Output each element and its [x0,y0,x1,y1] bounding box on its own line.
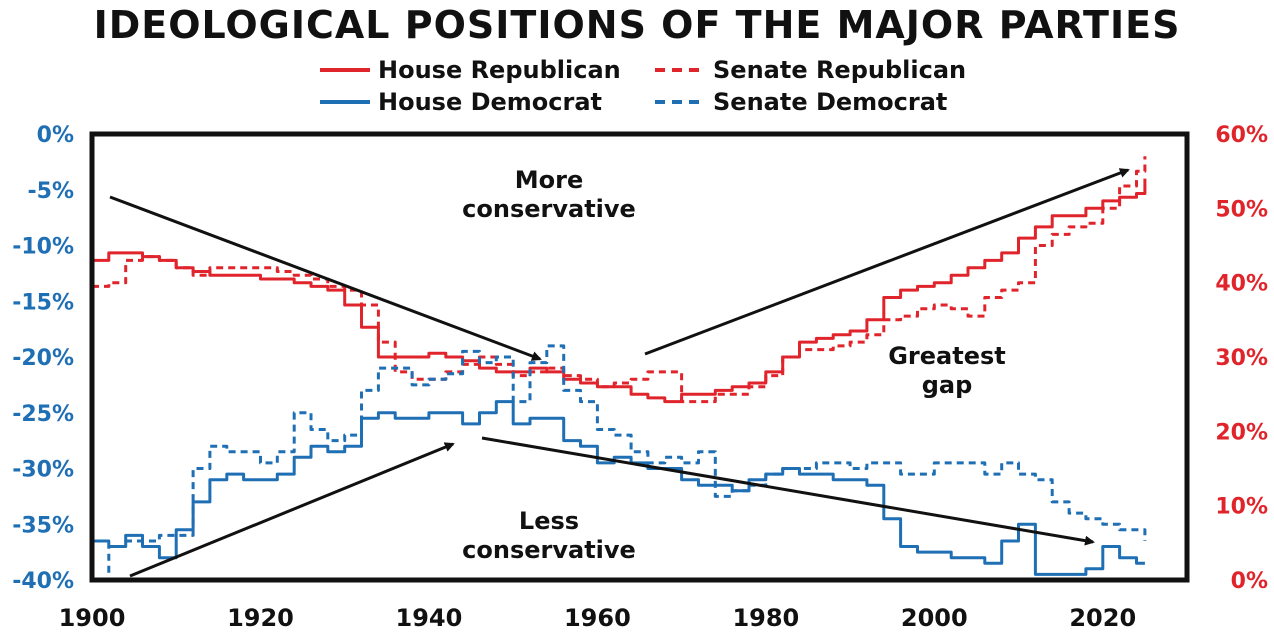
left-axis-tick-label: -35% [12,513,74,538]
x-axis-tick-label: 1920 [227,604,294,632]
trend-arrow-republican-rise [644,168,1130,356]
x-axis-tick-label: 2020 [1069,604,1136,632]
trend-arrow-democrat-rise [129,442,455,578]
series-line-house-democrat [92,400,1145,576]
legend: House Republican Senate Republican House… [320,56,966,116]
annotation-more-line1: More [515,166,583,194]
x-axis-tick-label: 1900 [59,604,126,632]
legend-label-senate-republican: Senate Republican [713,56,966,84]
annotation-less-line2: conservative [462,536,636,564]
chart-title: IDEOLOGICAL POSITIONS OF THE MAJOR PARTI… [94,3,1181,47]
annotation-less-conservative: Less conservative [462,507,636,564]
trend-arrow-democrat-decline [481,436,1095,546]
series-line-house-republican [92,178,1147,404]
right-axis-tick-label: 20% [1215,420,1268,445]
series-group [92,156,1147,582]
legend-label-senate-democrat: Senate Democrat [713,88,947,116]
x-axis-tick-label: 1960 [564,604,631,632]
right-axis-tick-label: 60% [1215,123,1268,148]
right-axis-tick-label: 0% [1231,569,1268,594]
annotation-greatest-gap: Greatest gap [888,342,1006,399]
plot-frame [89,131,1190,583]
x-axis-tick-label: 2000 [901,604,968,632]
legend-label-house-republican: House Republican [378,56,621,84]
left-axis-tick-label: -10% [12,235,74,260]
right-axis-tick-label: 40% [1215,272,1268,297]
series-line-senate-republican [92,156,1147,404]
left-axis-tick-label: -25% [12,402,74,427]
left-axis-tick-label: 0% [37,123,74,148]
annotation-more-conservative: More conservative [462,166,636,223]
axes: 0% -5% -10% -15% -20% -25% -30% -35% -40% 60% 50% 4… [12,123,1268,632]
left-axis-tick-label: -30% [12,458,74,483]
trend-arrows [109,168,1130,578]
left-axis-tick-label: -5% [28,179,74,204]
left-axis-tick-label: -15% [12,290,74,315]
right-axis-tick-label: 50% [1215,197,1268,222]
x-axis-tick-label: 1980 [732,604,799,632]
left-axis-tick-label: -20% [12,346,74,371]
right-axis-tick-label: 10% [1215,495,1268,520]
annotation-gap-line2: gap [922,371,973,399]
legend-label-house-democrat: House Democrat [378,88,602,116]
trend-arrow-republican-decline [109,195,542,361]
right-axis-tick-label: 30% [1215,346,1268,371]
annotation-more-line2: conservative [462,195,636,223]
annotation-less-line1: Less [519,507,579,535]
annotation-gap-line1: Greatest [888,342,1006,370]
left-axis-tick-label: -40% [12,569,74,594]
x-axis-tick-label: 1940 [396,604,463,632]
series-line-senate-democrat [92,344,1147,582]
